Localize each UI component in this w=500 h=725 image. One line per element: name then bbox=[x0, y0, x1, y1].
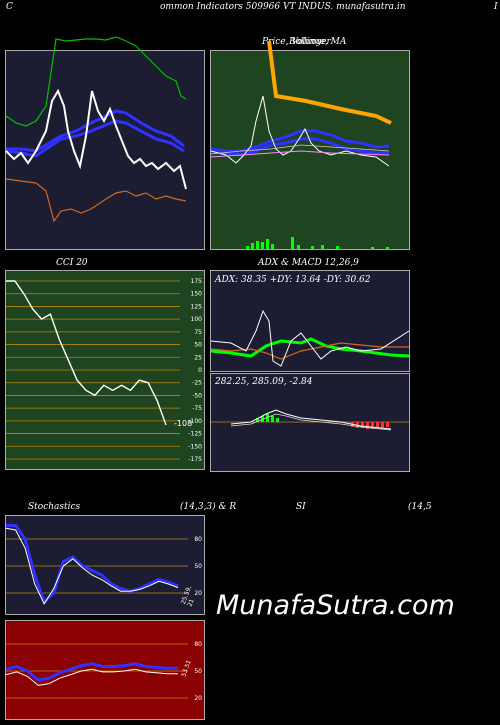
bollinger-title: Bollinger bbox=[289, 37, 331, 47]
adx-white bbox=[210, 309, 410, 367]
cci-panel: 175 150 125 100 75 50 25 0 -25 -50 -75 -100 -125 -150… bbox=[5, 270, 205, 470]
price-panel-left bbox=[5, 36, 205, 250]
header-right: I bbox=[494, 2, 498, 12]
adx-chart bbox=[210, 309, 410, 367]
macd-chart bbox=[211, 409, 409, 431]
stoch-tick-label: 80 bbox=[194, 536, 202, 543]
cci-title: CCI 20 bbox=[56, 258, 88, 268]
rsi-tick-label: 50 bbox=[194, 668, 202, 675]
watermark: MunafaSutra.com bbox=[216, 590, 455, 621]
cci-tick-label: -150 bbox=[188, 443, 202, 450]
adx-panel: ADX: 38.35 +DY: 13.64 -DY: 30.62 bbox=[210, 270, 410, 372]
cci-line bbox=[6, 280, 167, 426]
cci-tick-label: -50 bbox=[192, 392, 202, 399]
orange-line bbox=[5, 178, 187, 223]
price-left-chart bbox=[5, 36, 187, 223]
cci-tick-label: -25 bbox=[192, 380, 202, 387]
adx-green bbox=[210, 337, 410, 358]
price-line bbox=[5, 88, 187, 190]
stoch-series-0 bbox=[6, 524, 179, 605]
rsi-chart: 80 50 20 bbox=[5, 641, 202, 702]
stoch-chart: 80 50 20 bbox=[5, 524, 202, 605]
ma-lines bbox=[210, 144, 390, 155]
band-upper bbox=[210, 129, 390, 153]
cci-tick-label: 125 bbox=[191, 303, 203, 310]
cci-tick-label: -175 bbox=[188, 456, 202, 463]
price-panel bbox=[210, 40, 410, 250]
adx-readout: ADX: 38.35 +DY: 13.64 -DY: 30.62 bbox=[215, 275, 371, 285]
cci-tick-label: -75 bbox=[192, 405, 202, 412]
rsi-panel: 80 50 20 53.51 bbox=[5, 620, 205, 720]
page-title: ommon Indicators 509966 VT INDUS. munafa… bbox=[160, 2, 406, 12]
macd-panel: 282.25, 285.09, -2.84 bbox=[210, 373, 410, 472]
rsi-tick-label: 20 bbox=[194, 695, 202, 702]
rsi-signal-line bbox=[5, 668, 178, 686]
band-lower bbox=[210, 137, 389, 157]
stoch-title: Stochastics bbox=[28, 502, 81, 512]
adx-title: ADX & MACD 12,26,9 bbox=[258, 258, 359, 268]
orange-price-line bbox=[267, 40, 392, 125]
cci-tick-label: 75 bbox=[194, 329, 202, 336]
cci-tick-label: 150 bbox=[191, 291, 203, 298]
green-line bbox=[5, 36, 187, 127]
signal-line bbox=[230, 413, 392, 431]
macd-line bbox=[230, 409, 392, 430]
volume-bars bbox=[246, 237, 389, 250]
stoch-series-1 bbox=[5, 527, 179, 605]
cci-value-label: -108 bbox=[174, 419, 193, 428]
header-left: C bbox=[6, 2, 13, 12]
cci-tick-label: 25 bbox=[194, 354, 202, 361]
macd-readout: 282.25, 285.09, -2.84 bbox=[215, 377, 313, 387]
ma-pink bbox=[210, 150, 390, 158]
cci-tick-label: 175 bbox=[191, 278, 203, 285]
price-title: Price, Volume, MA bbox=[262, 37, 347, 47]
rsi-title: SI bbox=[296, 502, 306, 512]
cci-tick-label: 100 bbox=[191, 316, 203, 323]
stoch-tick-label: 20 bbox=[194, 590, 202, 597]
upper-band bbox=[6, 109, 185, 153]
stoch-panel: 80 50 20 25.59, 21 bbox=[5, 515, 205, 615]
price-chart bbox=[210, 40, 392, 250]
stoch-params: (14,3,3) & R bbox=[180, 502, 237, 512]
rsi-line bbox=[5, 662, 178, 682]
lower-band bbox=[5, 119, 185, 158]
header: C ommon Indicators 509966 VT INDUS. muna… bbox=[0, 2, 500, 16]
cci-tick-label: 0 bbox=[198, 367, 202, 374]
cci-tick-label: 50 bbox=[194, 342, 202, 349]
cci-chart: 175 150 125 100 75 50 25 0 -25 -50 -75 -100 -125 -150… bbox=[6, 278, 203, 463]
cci-tick-label: -100 bbox=[188, 418, 202, 425]
rsi-params: (14,5 bbox=[408, 502, 432, 512]
cci-tick-label: -125 bbox=[188, 431, 202, 438]
rsi-tick-label: 80 bbox=[194, 641, 202, 648]
stoch-tick-label: 50 bbox=[194, 563, 202, 570]
